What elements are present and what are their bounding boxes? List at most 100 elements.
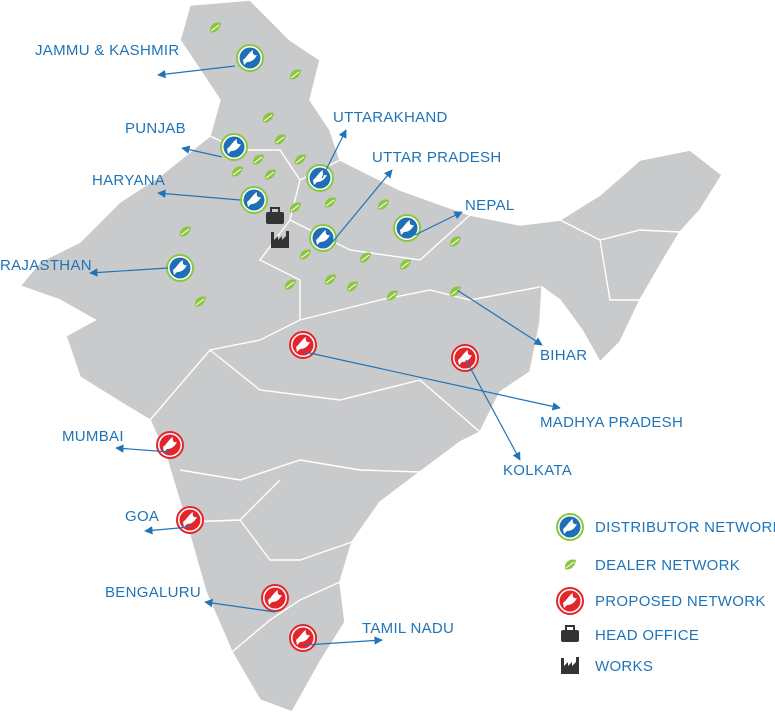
leaf-vein	[210, 24, 220, 32]
deal-marker	[194, 296, 206, 307]
leaf-vein	[565, 561, 575, 569]
factory	[561, 657, 579, 674]
region-label: BIHAR	[540, 347, 587, 364]
prop-marker	[289, 624, 317, 652]
deal-marker	[179, 226, 191, 237]
deal-marker	[449, 236, 461, 247]
leader-arrow	[329, 169, 393, 246]
region-label: HARYANA	[92, 172, 165, 189]
leaf-vein	[275, 136, 285, 144]
dove	[400, 220, 414, 235]
leaf-vein	[400, 261, 410, 269]
dist-marker	[556, 513, 584, 541]
dist-marker	[220, 133, 248, 161]
leader-arrow	[115, 444, 171, 453]
leaf-vein	[253, 156, 263, 164]
dove	[313, 170, 327, 185]
dove	[316, 230, 330, 245]
legend-label: WORKS	[595, 658, 653, 675]
region-label: UTTAR PRADESH	[372, 149, 501, 166]
leaf-vein	[360, 254, 370, 262]
legend-label: DEALER NETWORK	[595, 557, 740, 574]
region-label: JAMMU & KASHMIR	[35, 42, 180, 59]
leaf-vein	[347, 283, 357, 291]
legend-label: HEAD OFFICE	[595, 627, 699, 644]
leader-arrow	[321, 129, 347, 179]
deal-marker	[359, 252, 371, 263]
dove	[268, 590, 282, 605]
leaf-vein	[232, 168, 242, 176]
leader-arrow	[204, 598, 276, 613]
leader-arrow	[414, 211, 463, 236]
briefcase	[561, 630, 579, 642]
leaf-vein	[325, 199, 335, 207]
prop-marker	[176, 506, 204, 534]
deal-marker	[324, 197, 336, 208]
region-label: GOA	[125, 508, 159, 525]
deal-marker	[399, 259, 411, 270]
briefcase-handle	[565, 625, 575, 632]
deal-marker	[386, 290, 398, 301]
region-label: PUNJAB	[125, 120, 186, 137]
dove	[458, 350, 472, 365]
deal-marker	[262, 112, 274, 123]
leaf-vein	[450, 238, 460, 246]
factory	[271, 231, 289, 248]
leaf-vein	[285, 281, 295, 289]
dove	[296, 337, 310, 352]
india-outline	[18, 0, 723, 713]
leaf-vein	[300, 251, 310, 259]
deal-marker	[324, 274, 336, 285]
dist-marker	[236, 44, 264, 72]
leaf-vein	[180, 228, 190, 236]
leaf-vein	[295, 156, 305, 164]
office-marker	[266, 207, 284, 224]
region-label: TAMIL NADU	[362, 620, 454, 637]
region-label: MADHYA PRADESH	[540, 414, 683, 431]
office-marker	[561, 625, 579, 642]
leader-arrow	[181, 145, 223, 158]
dist-marker	[240, 186, 268, 214]
leader-arrow	[89, 267, 169, 277]
leader-arrow	[304, 636, 383, 646]
leader-arrow	[456, 289, 543, 346]
legend: DISTRIBUTOR NETWORK DEALER NETWORK PROPOSE…	[556, 513, 775, 675]
prop-marker	[156, 431, 184, 459]
works-marker	[561, 657, 579, 674]
dist-marker	[309, 224, 337, 252]
leader-arrow	[157, 189, 241, 201]
leaf-vein	[195, 298, 205, 306]
deal-marker	[289, 69, 301, 80]
legend-label: DISTRIBUTOR NETWORK	[595, 519, 775, 536]
dist-marker	[306, 164, 334, 192]
leader-arrow	[144, 526, 191, 535]
region-label: UTTARAKHAND	[333, 109, 448, 126]
dove	[163, 437, 177, 452]
network-markers	[156, 22, 479, 652]
leader-arrow	[304, 351, 561, 411]
prop-marker	[451, 344, 479, 372]
deal-marker	[252, 154, 264, 165]
leaf-vein	[263, 114, 273, 122]
dist-marker	[393, 214, 421, 242]
leaf-vein	[265, 171, 275, 179]
dove	[173, 260, 187, 275]
works-marker	[271, 231, 289, 248]
region-label: MUMBAI	[62, 428, 124, 445]
dove	[243, 50, 257, 65]
briefcase	[266, 212, 284, 224]
dove	[563, 519, 577, 534]
dove	[183, 512, 197, 527]
deal-marker	[264, 169, 276, 180]
deal-marker	[299, 249, 311, 260]
dove	[247, 192, 261, 207]
leader-arrow	[157, 65, 236, 79]
region-labels: JAMMU & KASHMIR PUNJAB HARYANA RAJASTHAN UTT…	[0, 42, 683, 646]
leaf-vein	[290, 71, 300, 79]
deal-marker	[346, 281, 358, 292]
prop-marker	[261, 584, 289, 612]
deal-marker	[274, 134, 286, 145]
leaf-vein	[325, 276, 335, 284]
deal-marker	[294, 154, 306, 165]
deal-marker	[284, 279, 296, 290]
